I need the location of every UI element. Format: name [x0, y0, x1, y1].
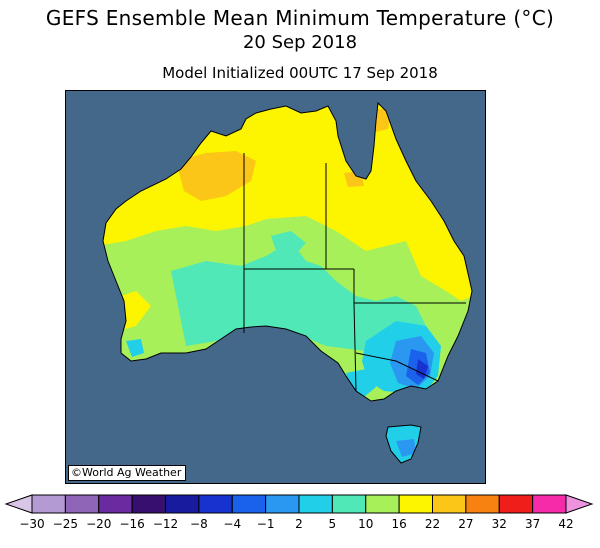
temperature-map: ©World Ag Weather: [65, 90, 486, 484]
colorbar-tick-label: 16: [391, 517, 406, 531]
colorbar-tick-label: −4: [223, 517, 241, 531]
colorbar-tick-label: −12: [153, 517, 178, 531]
coastline: [102, 101, 473, 464]
colorbar-tick-label: 42: [558, 517, 573, 531]
colorbar-tick-label: 37: [525, 517, 540, 531]
colorbar-segment: [198, 494, 233, 514]
colorbar-segment: [532, 494, 567, 514]
state-borders: [243, 153, 466, 392]
colorbar-segment: [365, 494, 400, 514]
colorbar-tick-label: −25: [53, 517, 78, 531]
colorbar-tick-label: −16: [119, 517, 144, 531]
colorbar-segment: [465, 494, 500, 514]
colorbar-segment: [231, 494, 267, 514]
colorbar-tick-label: 22: [425, 517, 440, 531]
colorbar-labels: −30 −25 −20 −16 −12 −8 −4 −1 2 5 10 16 22 27 32 37 42: [19, 517, 573, 531]
colorbar-tick-label: −1: [257, 517, 275, 531]
colorbar-tick-label: 32: [492, 517, 507, 531]
colorbar-segment: [165, 494, 200, 514]
colorbar-tick-label: 2: [295, 517, 303, 531]
colorbar-segment: [31, 494, 66, 514]
colorbar-segments: [4, 494, 594, 514]
forecast-date: 20 Sep 2018: [242, 32, 358, 53]
colorbar-tick-label: 5: [329, 517, 337, 531]
colorbar-tick-label: 10: [358, 517, 373, 531]
colorbar-segment: [298, 494, 333, 514]
colorbar-tick-label: −20: [86, 517, 111, 531]
map-title: GEFS Ensemble Mean Minimum Temperature (…: [45, 6, 555, 30]
colorbar-tick-label: −8: [190, 517, 208, 531]
colorbar-segment: [64, 494, 100, 514]
colorbar-segment: [331, 494, 367, 514]
colorbar-segment: [432, 494, 467, 514]
colorbar-segment: [498, 494, 534, 514]
colorbar-segment: [131, 494, 166, 514]
credit-label: ©World Ag Weather: [68, 465, 187, 481]
colorbar-tick-label: −30: [19, 517, 44, 531]
colorbar: −30 −25 −20 −16 −12 −8 −4 −1 2 5 10 16 22 27 32 37 42: [4, 494, 594, 531]
colorbar-segment: [98, 494, 133, 514]
colorbar-segment: [398, 494, 433, 514]
colorbar-arrow-max: [565, 494, 594, 514]
colorbar-arrow-min: [4, 494, 33, 514]
temperature-field: [103, 103, 472, 463]
model-init-label: Model Initialized 00UTC 17 Sep 2018: [162, 64, 438, 82]
colorbar-tick-label: 27: [458, 517, 473, 531]
australia-map: [102, 101, 473, 464]
colorbar-segment: [265, 494, 300, 514]
